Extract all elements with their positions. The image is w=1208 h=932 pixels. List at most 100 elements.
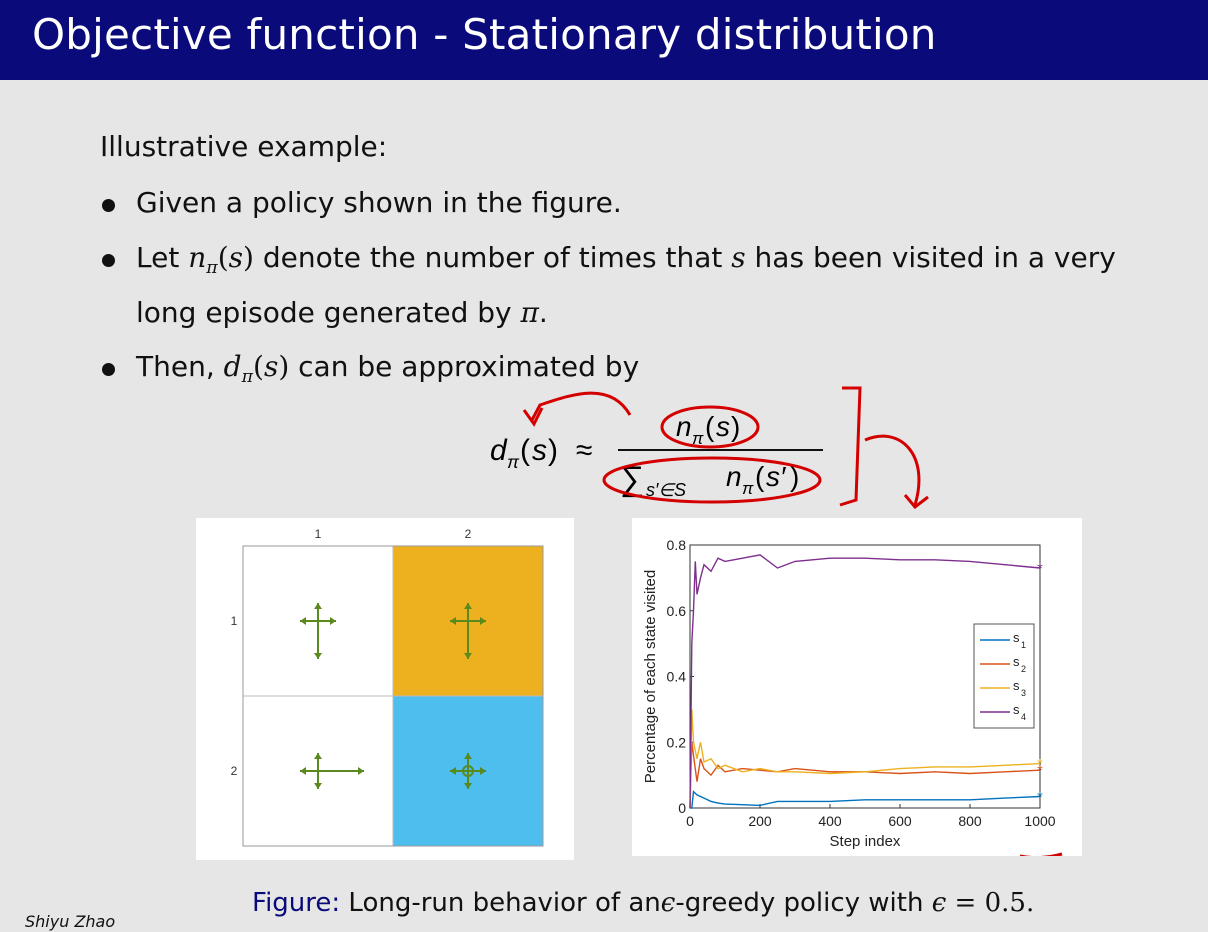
bullet-1-text: Given a policy shown in the figure. — [136, 186, 622, 219]
caption-text-2: -greedy policy with — [675, 888, 924, 918]
arrowhead-right-icon — [330, 617, 336, 625]
caption-label: Figure: — [252, 888, 341, 918]
chart-panel: 0 200 400 600 800 1000 0 0.2 0.4 0.6 0.8 Step index… — [632, 518, 1082, 860]
legend-entry-s2: s — [1013, 654, 1020, 669]
svg-text:≈: ≈ — [576, 434, 592, 467]
annotation-circle-denominator — [602, 456, 822, 504]
series-line-s4 — [689, 554, 1041, 809]
svg-text:): ) — [731, 411, 740, 442]
approximation-formula: d π ( s ) ≈ n π ( s ) ∑ s′∈S n π ( s′ ) — [490, 386, 862, 507]
svg-text:s′∈S: s′∈S — [646, 480, 686, 500]
legend-entry-sub-s2: 2 — [1021, 664, 1026, 674]
arrowhead-left-icon — [450, 767, 456, 775]
y-tick-label: 0.2 — [667, 734, 687, 750]
author-name: Shiyu Zhao — [25, 912, 116, 931]
svg-text:s′: s′ — [766, 461, 787, 492]
arrowhead-right-icon — [358, 767, 364, 775]
arrowhead-left-icon — [300, 617, 306, 625]
arrowhead-down-icon — [314, 783, 322, 789]
legend-box — [973, 623, 1035, 729]
legend-entry-sub-s4: 4 — [1021, 712, 1026, 722]
annotation-bracket — [839, 386, 862, 507]
annotation-circle-numerator — [660, 405, 760, 449]
svg-text:): ) — [790, 461, 799, 492]
arrowhead-down-icon — [314, 653, 322, 659]
svg-text:n: n — [676, 411, 692, 442]
series-line-s3 — [689, 709, 1041, 809]
x-axis-label: Step index — [830, 833, 901, 850]
intro-text: Illustrative example: — [100, 130, 388, 163]
svg-text:): ) — [548, 434, 558, 467]
svg-text:π: π — [692, 429, 704, 448]
grid-border — [242, 545, 544, 847]
slide-title: Objective function - Stationary distribu… — [32, 10, 937, 59]
grid-world: 1 2 1 2 — [231, 527, 544, 847]
series-line-s1 — [690, 790, 1041, 809]
x-tick-label: 200 — [748, 813, 772, 829]
svg-text:s: s — [532, 434, 547, 467]
y-axis-label: Percentage of each state visited — [642, 570, 659, 783]
caption-math: = 0.5. — [954, 888, 1035, 918]
stay-circle-icon — [462, 765, 474, 777]
legend-entry-s1: s — [1013, 630, 1020, 645]
x-tick-label: 800 — [958, 813, 982, 829]
arrowhead-up-icon — [464, 753, 472, 759]
svg-text:(: ( — [705, 411, 715, 442]
svg-text:s: s — [716, 411, 730, 442]
title-bar: Objective function - Stationary distribu… — [0, 0, 1208, 80]
legend-entry-s4: s — [1013, 702, 1020, 717]
policy-arrows-r2c1 — [300, 753, 364, 789]
x-tick-label: 0 — [686, 813, 694, 829]
annotation-curve-arrow — [864, 434, 929, 510]
bullet-dot — [102, 363, 115, 376]
arrowhead-right-icon — [480, 617, 486, 625]
figure-caption: Figure: Long-run behavior of anϵ-greedy … — [252, 888, 1035, 918]
bullet-dot — [102, 254, 115, 267]
grid-col-label: 2 — [465, 527, 472, 541]
y-tick-label: 0.4 — [667, 669, 687, 685]
bullet-3-text: Then, dπ(s) can be approximated by — [136, 350, 640, 388]
legend-entry-sub-s1: 1 — [1021, 640, 1026, 650]
arrowhead-left-icon — [300, 767, 306, 775]
x-tick-label: 400 — [818, 813, 842, 829]
series-end-marker-s2: * — [1037, 762, 1043, 778]
series-end-marker-s1: * — [1037, 788, 1043, 804]
arrowhead-left-icon — [450, 617, 456, 625]
grid-row-label: 2 — [231, 764, 238, 778]
legend-entry-s3: s — [1013, 678, 1020, 693]
grid-row-label: 1 — [231, 614, 238, 628]
bullet-2-line-2: long episode generated by π. — [136, 296, 548, 329]
y-tick-label: 0 — [678, 800, 686, 816]
svg-text:π: π — [507, 452, 520, 472]
arrowhead-down-icon — [464, 653, 472, 659]
series-end-marker-s3: * — [1037, 756, 1043, 772]
y-tick-label: 0.6 — [667, 603, 687, 619]
arrowhead-right-icon — [480, 767, 486, 775]
annotation-underline — [1019, 852, 1063, 860]
bullet-dot — [102, 199, 115, 212]
arrowhead-down-icon — [464, 783, 472, 789]
svg-text:d: d — [490, 434, 508, 467]
series-line-s2 — [689, 742, 1041, 809]
svg-text:n: n — [726, 461, 742, 492]
bullet-2-line-1: Let nπ(s) denote the number of times tha… — [136, 241, 1116, 279]
y-tick-label: 0.8 — [667, 537, 687, 553]
arrowhead-up-icon — [464, 603, 472, 609]
line-chart: 0 200 400 600 800 1000 0 0.2 0.4 0.6 0.8 Step index… — [642, 537, 1063, 860]
series-end-marker-s4: * — [1037, 560, 1043, 576]
svg-text:(: ( — [520, 434, 530, 467]
svg-text:π: π — [742, 479, 754, 498]
arrowhead-up-icon — [314, 753, 322, 759]
grid-world-panel: 1 2 1 2 — [196, 518, 574, 860]
policy-arrows-r1c2 — [450, 603, 486, 659]
x-tick-label: 1000 — [1024, 813, 1055, 829]
policy-arrows-r1c1 — [300, 603, 336, 659]
annotation-arrow — [530, 391, 632, 421]
legend-entry-sub-s3: 3 — [1021, 688, 1026, 698]
x-tick-label: 600 — [888, 813, 912, 829]
caption-text: Long-run behavior of an — [348, 888, 661, 918]
policy-arrows-r2c2 — [450, 753, 486, 789]
arrowhead-up-icon — [314, 603, 322, 609]
grid-col-label: 1 — [315, 527, 322, 541]
